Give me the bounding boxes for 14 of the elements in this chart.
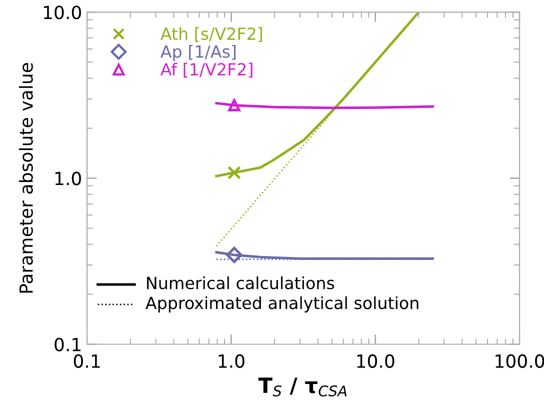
- legend-label: Ath [s/V2F2]: [160, 27, 262, 42]
- x-axis-title: T$_{S}$ / τ$_{CSA}$: [258, 378, 347, 396]
- legend-label: Af [1/V2F2]: [160, 62, 252, 78]
- x-tick-label: 1.0: [218, 354, 244, 368]
- y-tick-label: 1.0: [55, 172, 81, 186]
- legend-label: Ap [1/As]: [160, 44, 236, 62]
- x-tick-label: 0.1: [74, 354, 100, 368]
- annotation: Numerical calculations: [147, 276, 334, 290]
- x-tick-label: 10.0: [357, 354, 394, 368]
- y-axis-title: Parameter absolute value: [18, 62, 33, 293]
- x-tick-label: 100.0: [496, 354, 544, 368]
- annotation: Approximated analytical solution: [146, 296, 418, 312]
- y-tick-label: 10.0: [44, 6, 81, 20]
- y-tick-label: 0.1: [54, 338, 81, 352]
